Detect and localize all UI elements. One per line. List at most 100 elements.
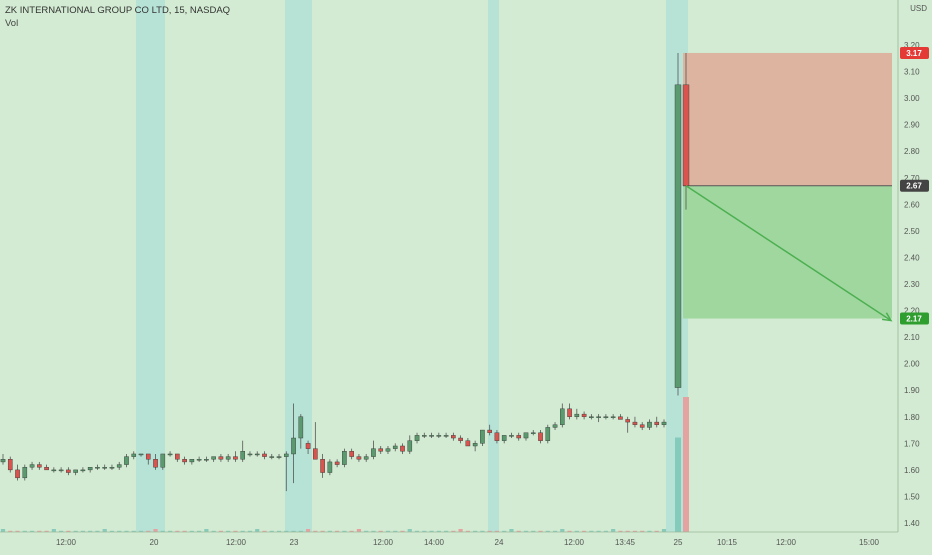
volume-bar: [640, 530, 645, 532]
candle-body: [269, 456, 275, 458]
volume-bar: [567, 530, 572, 532]
arrow-shaft: [685, 185, 892, 322]
symbol-title[interactable]: ZK INTERNATIONAL GROUP CO LTD, 15, NASDA…: [5, 5, 231, 16]
volume-bar: [73, 530, 78, 532]
candle-body: [661, 421, 667, 425]
volume-bar: [414, 530, 420, 532]
candle-body: [254, 453, 260, 456]
volume-bar: [102, 529, 107, 532]
candle-body: [102, 467, 107, 469]
time-tick-label: 23: [290, 538, 299, 547]
volume-bar: [124, 530, 129, 532]
volume-bar: [218, 530, 224, 532]
candle-body: [240, 451, 246, 460]
volume-bar: [88, 530, 93, 532]
candle-body: [400, 445, 405, 452]
volume-bar: [95, 530, 100, 532]
candle-body: [160, 453, 166, 468]
volume-bar: [625, 530, 630, 532]
candle-body: [182, 459, 187, 463]
volume-indicator-label[interactable]: Vol: [5, 18, 19, 29]
candle-body: [283, 453, 289, 457]
candle-body: [509, 435, 514, 437]
volume-bar: [385, 530, 391, 532]
volume-bar: [189, 530, 194, 532]
volume-bar: [378, 530, 383, 532]
price-tick-label: 1.90: [904, 386, 920, 395]
price-badge-stop: [900, 46, 929, 59]
time-axis[interactable]: 12:00 20 12:00 23 12:00 14:00 24 12:00 13:45 25 10…: [0, 531, 898, 547]
volume-bar: [51, 529, 56, 532]
projection-arrow: [685, 185, 893, 322]
session-bands: [136, 0, 688, 532]
candle-body: [327, 461, 333, 473]
candle-body: [320, 459, 325, 473]
candle-body: [560, 408, 565, 425]
volume-bar: [8, 530, 13, 532]
volume-bar: [226, 530, 231, 532]
candle-body: [15, 469, 20, 479]
volume-bar: [451, 530, 456, 532]
volume-bar: [400, 530, 405, 532]
candle-body: [29, 464, 35, 468]
volume-bar: [502, 530, 507, 532]
volume-bar: [146, 530, 151, 532]
volume-bar: [458, 529, 463, 532]
candle-body: [334, 461, 340, 465]
volume-bar: [59, 530, 64, 532]
volume-bar: [487, 530, 492, 532]
price-tick-label: 2.30: [904, 280, 920, 289]
candle-body: [80, 469, 86, 472]
volume-bar: [160, 530, 165, 532]
candle-body: [22, 467, 28, 479]
volume-bar: [531, 530, 536, 532]
candle-body: [552, 424, 558, 428]
volume-bars: [0, 397, 689, 532]
time-tick-label: 12:00: [56, 538, 77, 547]
price-axis[interactable]: USD 3.20 3.10 3.00 2.90 2.80 2.70 2.60 2.50 2.40 2…: [897, 0, 927, 532]
volume-bar: [545, 530, 550, 532]
volume-bar: [80, 530, 86, 532]
candle-body: [51, 469, 57, 472]
candle-body: [674, 84, 682, 388]
volume-bar: [516, 530, 521, 532]
volume-bar: [109, 530, 115, 532]
price-tick-label: 2.20: [904, 307, 920, 316]
time-tick-label: 12:00: [776, 538, 797, 547]
volume-bar: [233, 530, 238, 532]
candle-body: [145, 453, 151, 460]
candle-body: [472, 443, 478, 447]
time-tick-label: 13:45: [615, 538, 636, 547]
candle-body: [501, 435, 507, 441]
volume-bar: [255, 529, 260, 532]
candle-body: [647, 421, 652, 428]
volume-bar: [574, 530, 579, 532]
volume-bar: [153, 529, 158, 532]
candle-body: [342, 451, 347, 465]
volume-bar: [320, 530, 325, 532]
volume-bar: [313, 530, 318, 532]
candle-body: [131, 453, 137, 457]
candle-body: [371, 448, 376, 457]
time-tick-label: 20: [150, 538, 159, 547]
candle-body: [523, 432, 529, 439]
volume-bar: [364, 530, 369, 532]
price-badge-label: 3.17: [906, 49, 922, 58]
time-tick-label: 12:00: [373, 538, 394, 547]
volume-bar: [15, 530, 20, 532]
volume-bar: [509, 529, 514, 532]
time-tick-label: 24: [495, 538, 504, 547]
volume-bar: [66, 530, 71, 532]
price-badge-label: 2.67: [906, 182, 922, 191]
candle-body: [349, 451, 354, 457]
candle-body: [196, 459, 202, 461]
candle-body: [654, 421, 660, 425]
position-zones: [683, 52, 892, 319]
volume-bar: [407, 529, 412, 532]
volume-bar: [589, 530, 594, 532]
volume-bar: [683, 397, 689, 532]
candle-body: [7, 459, 13, 471]
volume-bar: [211, 530, 216, 532]
